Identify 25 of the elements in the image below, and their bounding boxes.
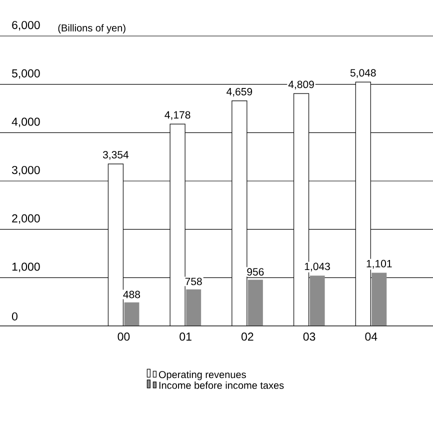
- y-tick-label: 3,000: [12, 166, 40, 176]
- data-label: 5,048: [350, 69, 376, 78]
- data-label: 4,178: [164, 111, 190, 120]
- x-tick-label: 04: [365, 332, 378, 341]
- y-tick-label: 5,000: [12, 69, 40, 79]
- y-tick-label: 2,000: [12, 214, 40, 224]
- y-tick-label: 1,000: [12, 262, 40, 272]
- data-label: 758: [185, 278, 202, 286]
- data-label: 3,354: [102, 151, 129, 160]
- y-axis-title: (Billions of yen): [58, 24, 126, 34]
- data-label: 1,043: [304, 262, 330, 272]
- x-tick-label: 01: [180, 332, 192, 341]
- y-tick-label: 0: [12, 312, 18, 320]
- x-tick-label: 02: [241, 332, 254, 341]
- legend-label: Income before income taxes: [159, 382, 284, 389]
- x-tick-label: 03: [303, 332, 316, 341]
- legend-label: Operating revenues: [158, 370, 246, 380]
- y-tick-label: 6,000: [12, 20, 40, 30]
- y-tick-label: 4,000: [12, 118, 40, 128]
- data-label: 956: [247, 268, 264, 276]
- data-label: 4,809: [288, 80, 314, 90]
- data-label: 1,101: [366, 260, 392, 269]
- data-label: 488: [123, 290, 140, 298]
- data-label: 4,659: [226, 88, 252, 97]
- x-tick-label: 00: [118, 332, 130, 341]
